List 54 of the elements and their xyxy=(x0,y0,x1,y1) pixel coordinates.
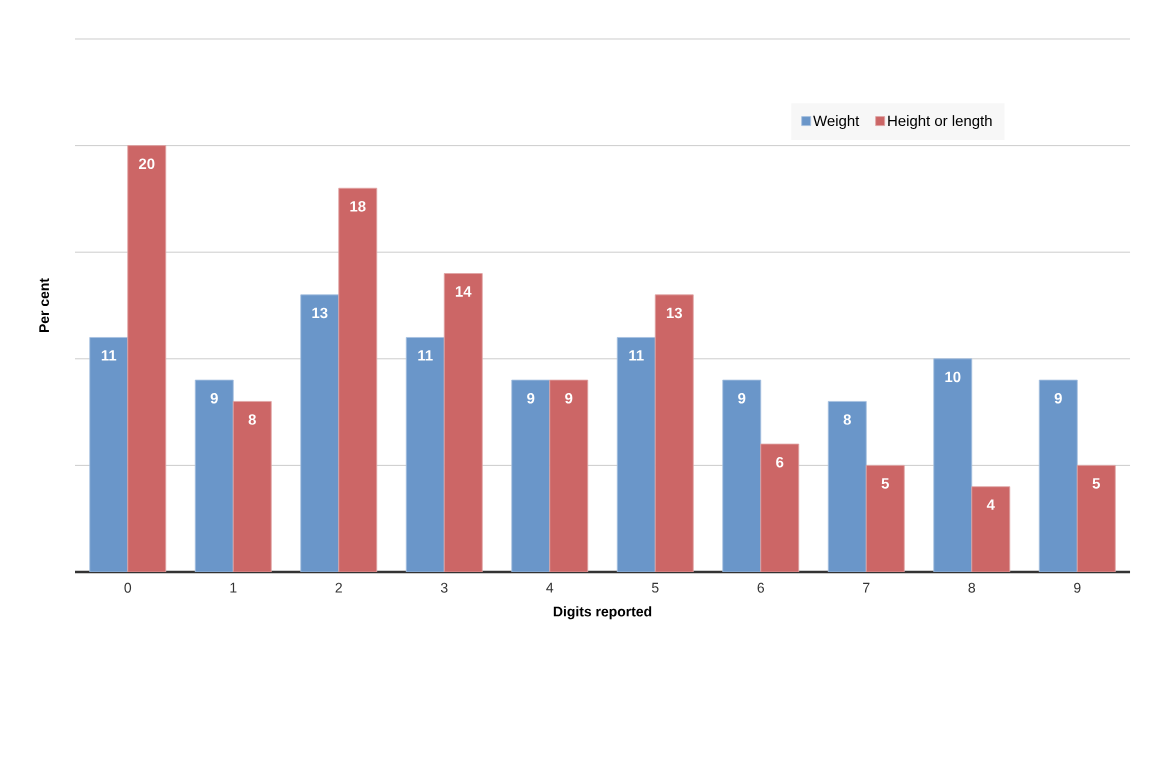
bar xyxy=(654,294,694,572)
bar xyxy=(127,145,167,572)
x-tick-label: 5 xyxy=(651,582,659,593)
data-label: 13 xyxy=(666,307,683,319)
bar xyxy=(1076,465,1116,572)
data-label: 5 xyxy=(881,478,889,489)
data-label: 8 xyxy=(248,414,256,425)
data-label: 5 xyxy=(1092,478,1100,489)
legend-label: Height or length xyxy=(888,115,992,130)
bar xyxy=(405,337,445,572)
x-tick-label: 9 xyxy=(1074,582,1081,593)
bar xyxy=(300,294,340,572)
data-label: 13 xyxy=(312,307,328,319)
bar xyxy=(760,443,800,572)
bar xyxy=(443,273,483,572)
bar xyxy=(827,401,867,572)
data-label: 11 xyxy=(101,350,117,361)
bar xyxy=(89,337,129,572)
data-label: 18 xyxy=(350,201,366,212)
data-label: 6 xyxy=(776,456,784,468)
bar xyxy=(971,486,1011,572)
bar xyxy=(232,401,272,572)
bar xyxy=(338,187,378,572)
bar xyxy=(865,465,905,572)
data-label: 4 xyxy=(986,499,995,510)
data-label: 10 xyxy=(945,371,961,383)
x-axis-title: Digits reported xyxy=(553,606,652,620)
data-label: 9 xyxy=(1054,392,1062,404)
data-label: 8 xyxy=(843,414,851,425)
legend-label: Weight xyxy=(813,115,860,130)
x-tick-label: 3 xyxy=(440,582,448,593)
x-tick-label: 0 xyxy=(124,582,132,593)
data-label: 9 xyxy=(565,392,573,404)
data-label: 11 xyxy=(418,350,433,361)
bar xyxy=(1038,379,1078,572)
data-label: 11 xyxy=(629,350,644,361)
bar xyxy=(511,379,551,572)
x-tick-label: 4 xyxy=(546,582,554,593)
x-tick-label: 2 xyxy=(335,582,342,593)
bar xyxy=(194,379,234,572)
data-label: 9 xyxy=(527,392,535,404)
x-tick-label: 8 xyxy=(968,582,976,593)
x-tick-label: 7 xyxy=(863,582,870,593)
data-label: 14 xyxy=(455,286,472,297)
data-label: 9 xyxy=(738,392,746,404)
data-label: 20 xyxy=(138,158,155,170)
y-axis-title: Per cent xyxy=(39,278,50,333)
bar xyxy=(722,379,762,572)
x-tick-label: 6 xyxy=(757,582,765,593)
x-tick-label: 1 xyxy=(230,582,237,593)
bar xyxy=(933,358,973,572)
data-label: 9 xyxy=(210,392,218,404)
bar xyxy=(616,337,656,572)
bar xyxy=(549,379,589,572)
